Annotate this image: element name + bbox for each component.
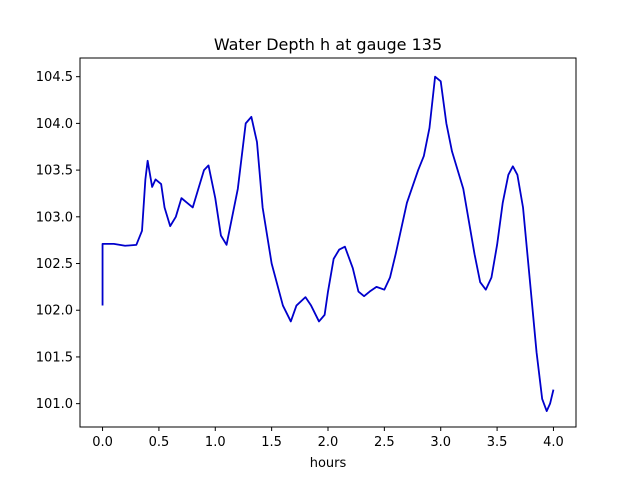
x-tick-label: 3.5 xyxy=(487,435,508,450)
x-tick-label: 2.5 xyxy=(374,435,395,450)
x-tick-label: 1.0 xyxy=(205,435,226,450)
series-line-0 xyxy=(101,75,555,413)
x-axis: 0.0 0.5 1.0 1.5 2.0 2.5 3.0 3.5 4.0 xyxy=(92,427,564,450)
x-tick-label: 0.5 xyxy=(149,435,170,450)
y-tick-label: 103.5 xyxy=(36,164,73,179)
y-tick-label: 102.0 xyxy=(36,304,73,319)
plot-frame xyxy=(79,57,577,428)
x-axis-label: hours xyxy=(310,456,347,471)
x-tick-label: 4.0 xyxy=(543,435,564,450)
y-tick-label: 101.5 xyxy=(36,350,73,365)
x-tick-label: 2.0 xyxy=(318,435,339,450)
y-tick-label: 104.0 xyxy=(36,117,73,132)
y-tick-label: 102.5 xyxy=(36,257,73,272)
x-tick-label: 0.0 xyxy=(92,435,113,450)
x-tick-label: 1.5 xyxy=(261,435,282,450)
x-tick-label: 3.0 xyxy=(430,435,451,450)
y-tick-label: 104.5 xyxy=(36,70,73,85)
series-line-group xyxy=(101,75,555,413)
y-tick-label: 101.0 xyxy=(36,397,73,412)
y-axis: 101.0 101.5 102.0 102.5 103.0 103.5 104.0 104.5 xyxy=(36,70,80,412)
chart-title: Water Depth h at gauge 135 xyxy=(214,35,442,54)
y-tick-label: 103.0 xyxy=(36,210,73,225)
